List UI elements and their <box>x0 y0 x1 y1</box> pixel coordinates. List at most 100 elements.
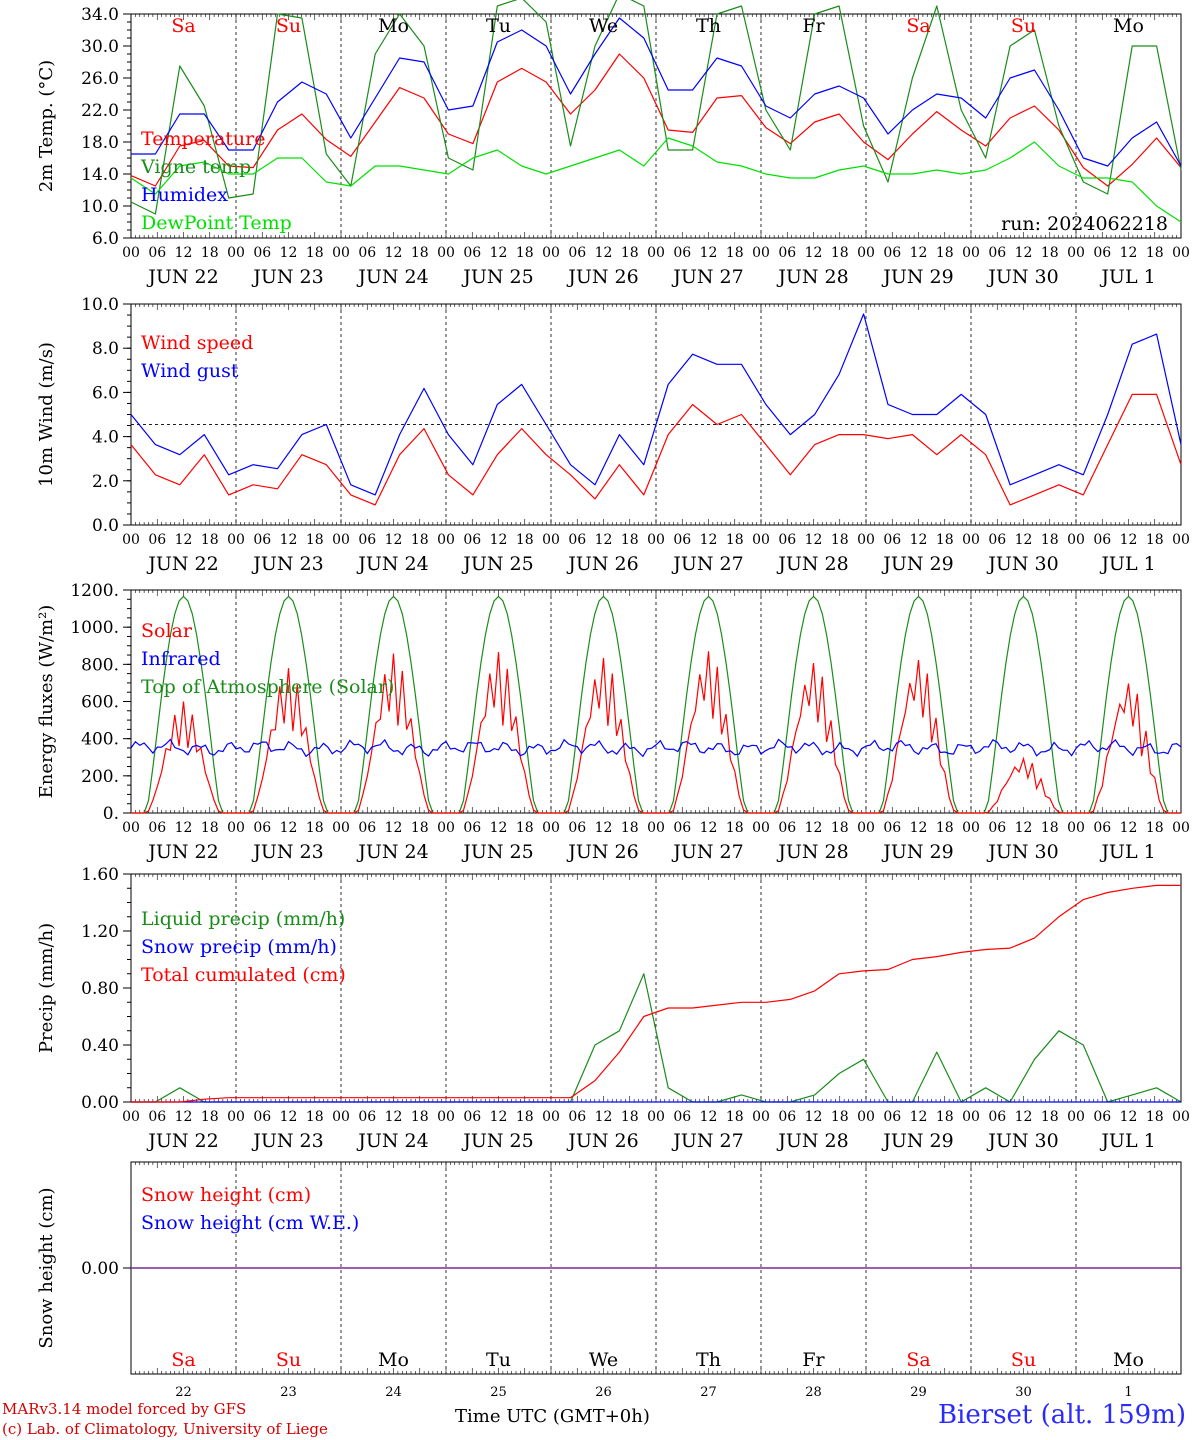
hour-label: 06 <box>883 820 901 836</box>
hour-label: 00 <box>647 820 665 836</box>
date-label: JUN 24 <box>356 266 428 288</box>
series-wind-gust <box>130 313 1182 496</box>
legend-entry: Solar <box>141 620 193 642</box>
hour-label: 00 <box>542 532 560 548</box>
panel-5: 0.00 Snow height (cm) Snow height (cm) Snow… <box>36 1161 1182 1375</box>
date-label: JUN 22 <box>146 841 218 863</box>
hour-label: 06 <box>778 1109 796 1125</box>
day-number: 28 <box>805 1385 822 1400</box>
day-name-top: Sa <box>906 15 930 37</box>
day-number: 27 <box>700 1385 717 1400</box>
date-label: JUN 24 <box>356 1130 428 1152</box>
date-label: JUN 24 <box>356 553 428 575</box>
day-name-bottom: Sa <box>171 1349 195 1371</box>
y-tick-label: 4.0 <box>92 428 119 448</box>
y-tick-label: 1.60 <box>81 865 119 885</box>
hour-label: 12 <box>805 532 823 548</box>
hour-label: 12 <box>910 245 928 261</box>
y-axis-label: 10m Wind (m/s) <box>36 342 57 487</box>
infrared-line <box>130 738 1182 758</box>
y-tick-label: 14.0 <box>81 165 119 185</box>
day-name-top: Fr <box>802 15 825 37</box>
hour-label: 06 <box>568 532 586 548</box>
day-name-top: Mo <box>1113 15 1144 37</box>
date-label: JUN 30 <box>986 553 1058 575</box>
hour-label: 18 <box>201 532 219 548</box>
hour-label: 18 <box>1041 532 1059 548</box>
date-label: JUN 26 <box>566 266 638 288</box>
hour-label: 18 <box>306 245 324 261</box>
date-label: JUN 28 <box>776 553 848 575</box>
hour-label: 00 <box>962 245 980 261</box>
hour-label: 18 <box>831 245 849 261</box>
y-tick-label: 8.0 <box>92 339 119 359</box>
hour-label: 06 <box>148 1109 166 1125</box>
legend-entry: Infrared <box>141 648 221 670</box>
date-label: JUL 1 <box>1099 1130 1155 1152</box>
y-tick-label: 34.0 <box>81 5 119 25</box>
legend-entry: Top of Atmosphere (Solar) <box>141 676 394 698</box>
hour-label: 18 <box>306 532 324 548</box>
date-label: JUN 22 <box>146 266 218 288</box>
hour-label: 06 <box>568 1109 586 1125</box>
hour-label: 06 <box>883 245 901 261</box>
hour-label: 00 <box>542 1109 560 1125</box>
hour-label: 06 <box>463 245 481 261</box>
hour-label: 12 <box>1120 1109 1138 1125</box>
y-tick-label: 30.0 <box>81 37 119 57</box>
hour-label: 18 <box>411 1109 429 1125</box>
hour-label: 18 <box>201 1109 219 1125</box>
hour-label: 00 <box>227 532 245 548</box>
y-tick-label: 800. <box>81 655 119 675</box>
day-number: 29 <box>910 1385 927 1400</box>
legend-entry: Humidex <box>141 184 228 206</box>
date-label: JUN 26 <box>566 1130 638 1152</box>
plot-frame <box>130 13 1182 239</box>
hour-label: 18 <box>306 1109 324 1125</box>
hour-label: 12 <box>385 1109 403 1125</box>
date-label: JUN 28 <box>776 841 848 863</box>
hour-label: 06 <box>568 820 586 836</box>
day-name-top: Mo <box>378 15 409 37</box>
y-tick-label: 6.0 <box>92 229 119 249</box>
date-label: JUN 23 <box>251 1130 323 1152</box>
hour-label: 00 <box>752 1109 770 1125</box>
y-tick-label: 18.0 <box>81 133 119 153</box>
hour-label: 18 <box>1041 820 1059 836</box>
hour-label: 18 <box>201 245 219 261</box>
y-tick-label: 0.00 <box>81 1259 119 1279</box>
date-label: JUN 27 <box>671 1130 743 1152</box>
hour-label: 06 <box>1093 532 1111 548</box>
date-label: JUN 27 <box>671 553 743 575</box>
y-tick-label: 10.0 <box>81 295 119 315</box>
date-label: JUN 25 <box>461 841 533 863</box>
day-name-bottom: We <box>589 1349 618 1371</box>
hour-label: 06 <box>463 532 481 548</box>
hour-label: 12 <box>595 532 613 548</box>
day-name-bottom: Th <box>696 1349 721 1371</box>
hour-label: 00 <box>1067 1109 1085 1125</box>
hour-label: 12 <box>490 245 508 261</box>
hour-label: 12 <box>490 532 508 548</box>
hour-label: 06 <box>253 1109 271 1125</box>
hour-label: 12 <box>385 820 403 836</box>
x-axis-title: Time UTC (GMT+0h) <box>455 1406 650 1427</box>
hour-label: 06 <box>148 820 166 836</box>
hour-label: 06 <box>148 532 166 548</box>
hour-label: 00 <box>647 1109 665 1125</box>
hour-label: 00 <box>332 532 350 548</box>
y-axis-label: Energy fluxes (W/m²) <box>36 605 57 799</box>
hour-label: 00 <box>1067 532 1085 548</box>
date-label: JUN 23 <box>251 553 323 575</box>
hour-label: 18 <box>621 1109 639 1125</box>
hour-label: 00 <box>437 245 455 261</box>
y-tick-label: 10.0 <box>81 197 119 217</box>
hour-label: 06 <box>463 820 481 836</box>
hour-label: 12 <box>1120 245 1138 261</box>
hour-label: 06 <box>568 245 586 261</box>
day-name-bottom: Tu <box>486 1349 511 1371</box>
date-label: JUN 29 <box>881 266 953 288</box>
hour-label: 00 <box>647 245 665 261</box>
date-label: JUN 28 <box>776 1130 848 1152</box>
hour-label: 00 <box>857 820 875 836</box>
